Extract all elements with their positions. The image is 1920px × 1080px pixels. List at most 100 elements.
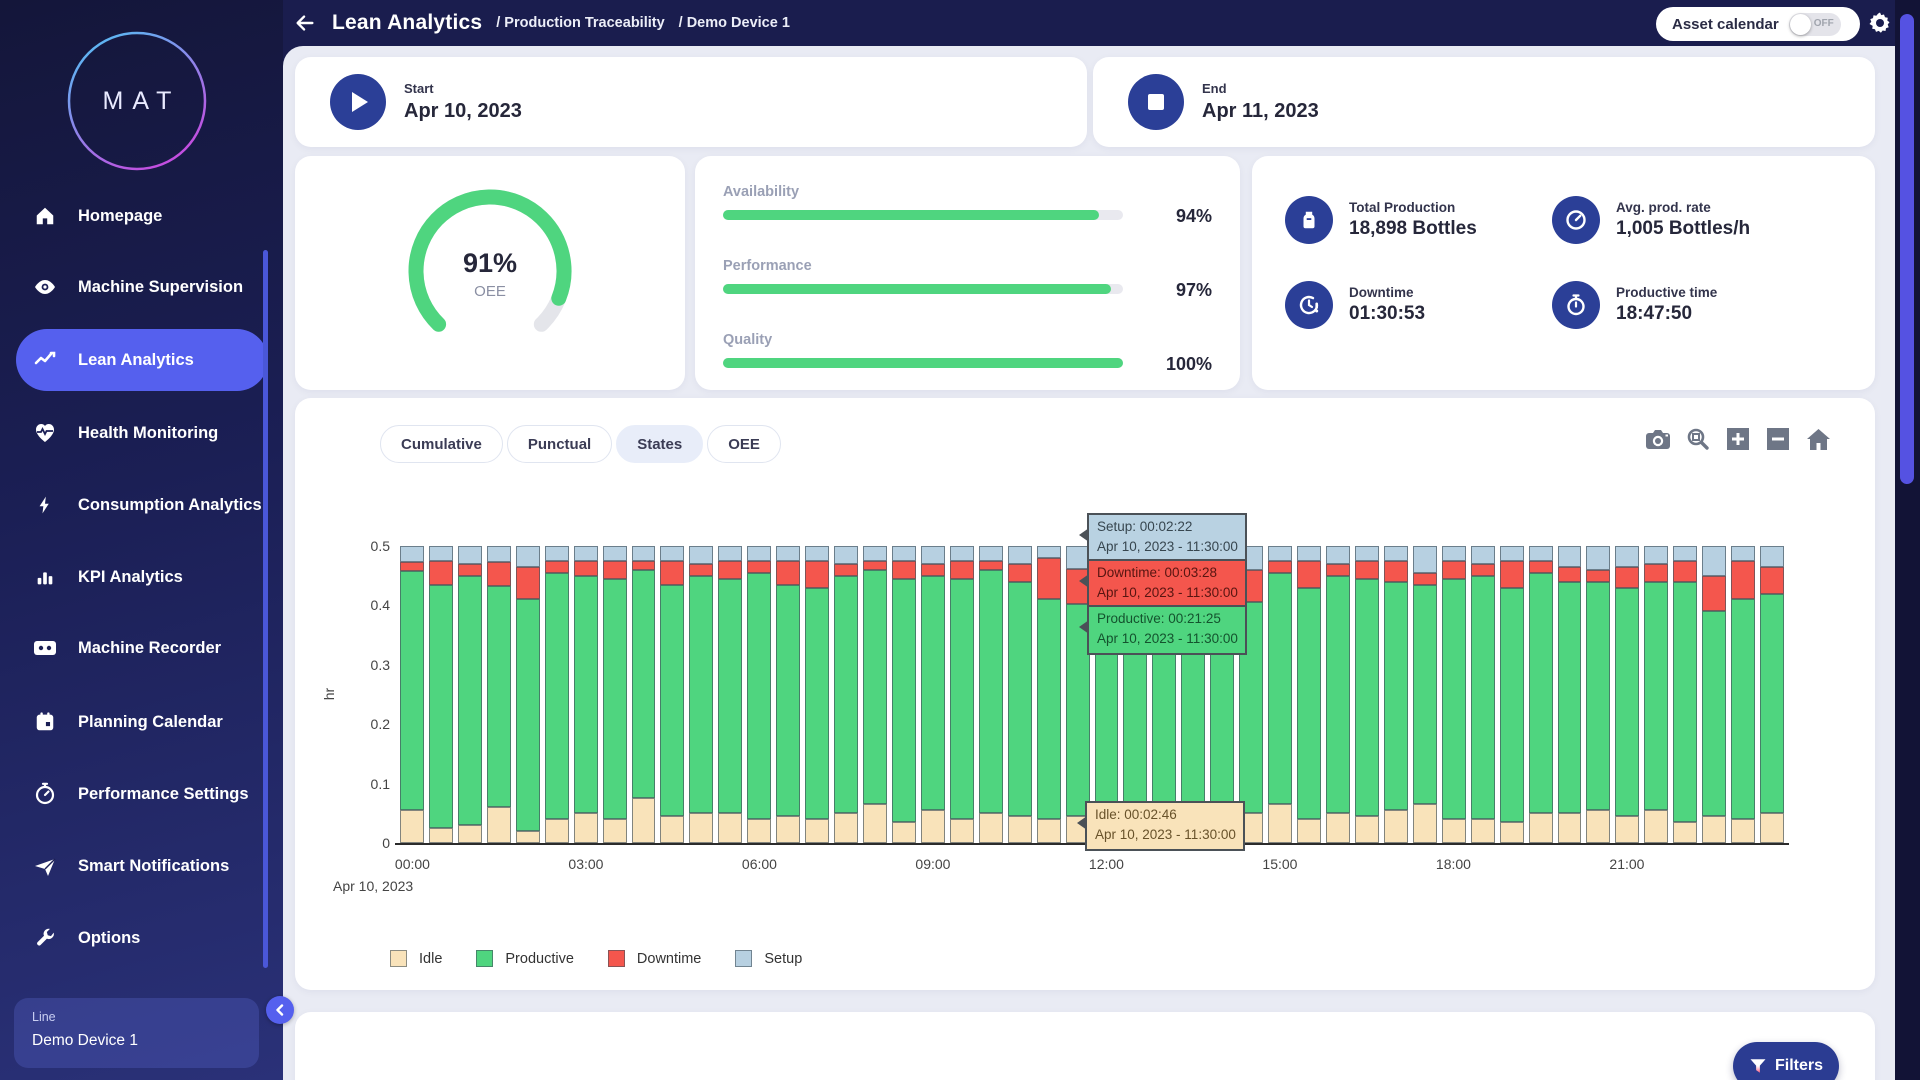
stacked-bar[interactable]	[689, 546, 714, 843]
stacked-bar[interactable]	[631, 546, 656, 843]
quality-bar	[723, 358, 1123, 368]
sidebar-item-kpi-analytics[interactable]: KPI Analytics	[16, 557, 268, 597]
sidebar-item-smart-notifications[interactable]: Smart Notifications	[16, 832, 268, 900]
sidebar-item-options[interactable]: Options	[16, 918, 268, 958]
sidebar-item-planning-calendar[interactable]: Planning Calendar	[16, 688, 268, 756]
legend-label: Productive	[505, 950, 574, 967]
breadcrumb-section[interactable]: / Production Traceability	[496, 15, 665, 31]
bar-segment-idle	[1528, 813, 1553, 843]
x-tick: 12:00	[1088, 856, 1124, 872]
stacked-bar[interactable]	[1702, 546, 1727, 843]
breadcrumb-device[interactable]: / Demo Device 1	[678, 15, 790, 31]
zoom-box-icon[interactable]	[1685, 426, 1711, 452]
legend-item-productive[interactable]: Productive	[476, 950, 574, 967]
stacked-bar[interactable]	[1036, 546, 1061, 843]
stat-total-production: Total Production 18,898 Bottles	[1285, 196, 1477, 244]
stacked-bar[interactable]	[834, 546, 858, 843]
sidebar-item-machine-recorder[interactable]: Machine Recorder	[16, 628, 268, 668]
stacked-bar[interactable]	[1412, 546, 1437, 843]
cassette-icon	[32, 638, 58, 658]
back-button[interactable]	[292, 10, 318, 36]
filters-label: Filters	[1774, 1057, 1823, 1074]
zoom-out-icon[interactable]	[1765, 426, 1791, 452]
stacked-bar[interactable]	[1586, 546, 1611, 843]
stacked-bar[interactable]	[1528, 546, 1553, 843]
bar-segment-downtime	[1499, 560, 1524, 588]
page-scrollbar-thumb[interactable]	[1900, 14, 1914, 484]
stacked-bar[interactable]	[1065, 546, 1090, 843]
stacked-bar[interactable]	[573, 546, 598, 843]
stacked-bar[interactable]	[1644, 546, 1669, 843]
stat-avg-prod-rate: Avg. prod. rate 1,005 Bottles/h	[1552, 196, 1750, 244]
stacked-bar[interactable]	[1007, 546, 1032, 843]
reset-axes-home-icon[interactable]	[1805, 426, 1831, 452]
bar-segment-downtime	[1412, 572, 1437, 585]
tab-punctual[interactable]: Punctual	[506, 425, 613, 463]
stacked-bar[interactable]	[747, 546, 772, 843]
sidebar-item-homepage[interactable]: Homepage	[16, 196, 268, 236]
stacked-bar[interactable]	[718, 546, 743, 843]
asset-calendar-toggle[interactable]: OFF	[1788, 12, 1841, 36]
line-selector-card[interactable]: Line Demo Device 1	[14, 998, 259, 1068]
zoom-in-icon[interactable]	[1725, 426, 1751, 452]
stacked-bar[interactable]	[515, 546, 540, 843]
stacked-bar[interactable]	[920, 546, 945, 843]
bar-segment-setup	[891, 546, 916, 561]
page-scrollbar[interactable]	[1895, 0, 1920, 1080]
bar-segment-idle	[1499, 822, 1524, 843]
settings-gear-icon[interactable]	[1868, 11, 1892, 35]
stacked-bar[interactable]	[602, 546, 627, 843]
stacked-bar[interactable]	[1499, 546, 1524, 843]
stacked-bar[interactable]	[863, 546, 887, 843]
stacked-bar[interactable]	[1383, 546, 1408, 843]
sidebar-scrollbar-thumb[interactable]	[263, 250, 268, 968]
bar-segment-setup	[457, 546, 482, 564]
speedometer-icon	[1552, 196, 1600, 244]
bar-segment-productive	[631, 569, 656, 799]
sidebar-item-health-monitoring[interactable]: Health Monitoring	[16, 413, 268, 453]
tab-states[interactable]: States	[616, 425, 704, 463]
stacked-bar[interactable]	[1760, 546, 1784, 843]
sidebar-item-performance-settings[interactable]: Performance Settings	[16, 760, 268, 828]
filters-button[interactable]: Filters	[1733, 1042, 1839, 1080]
bar-segment-idle	[689, 813, 714, 843]
stacked-bar[interactable]	[544, 546, 569, 843]
stacked-bar[interactable]	[1615, 546, 1640, 843]
end-stop-button[interactable]	[1128, 74, 1184, 130]
stacked-bar[interactable]	[891, 546, 916, 843]
stacked-bar[interactable]	[1441, 546, 1466, 843]
sidebar-collapse-button[interactable]	[266, 996, 294, 1024]
stacked-bar[interactable]	[1268, 546, 1293, 843]
states-bar-chart[interactable]	[398, 546, 1786, 843]
stacked-bar[interactable]	[428, 546, 453, 843]
stacked-bar[interactable]	[978, 546, 1003, 843]
tab-oee[interactable]: OEE	[707, 425, 781, 463]
sidebar-item-lean-analytics[interactable]: Lean Analytics	[16, 329, 268, 391]
stacked-bar[interactable]	[1297, 546, 1321, 843]
stacked-bar[interactable]	[805, 546, 830, 843]
apq-metrics-card: Availability 94% Performance 97% Quality…	[695, 156, 1240, 390]
stacked-bar[interactable]	[1354, 546, 1379, 843]
stacked-bar[interactable]	[457, 546, 482, 843]
bar-segment-idle	[863, 804, 887, 843]
stacked-bar[interactable]	[949, 546, 974, 843]
camera-icon[interactable]	[1645, 426, 1671, 452]
tab-cumulative[interactable]: Cumulative	[380, 425, 503, 463]
stacked-bar[interactable]	[400, 546, 424, 843]
stacked-bar[interactable]	[1470, 546, 1495, 843]
sidebar-item-consumption-analytics[interactable]: Consumption Analytics	[16, 471, 268, 539]
legend-item-downtime[interactable]: Downtime	[607, 950, 701, 967]
bar-segment-idle	[1383, 810, 1408, 843]
sidebar-item-machine-supervision[interactable]: Machine Supervision	[16, 253, 268, 321]
stacked-bar[interactable]	[660, 546, 685, 843]
legend-item-setup[interactable]: Setup	[735, 950, 802, 967]
stacked-bar[interactable]	[1326, 546, 1350, 843]
stacked-bar[interactable]	[1673, 546, 1698, 843]
bar-segment-productive	[1297, 587, 1321, 820]
legend-item-idle[interactable]: Idle	[390, 950, 442, 967]
stacked-bar[interactable]	[1731, 546, 1756, 843]
stacked-bar[interactable]	[486, 546, 511, 843]
stacked-bar[interactable]	[1557, 546, 1582, 843]
start-play-button[interactable]	[330, 74, 386, 130]
stacked-bar[interactable]	[776, 546, 801, 843]
